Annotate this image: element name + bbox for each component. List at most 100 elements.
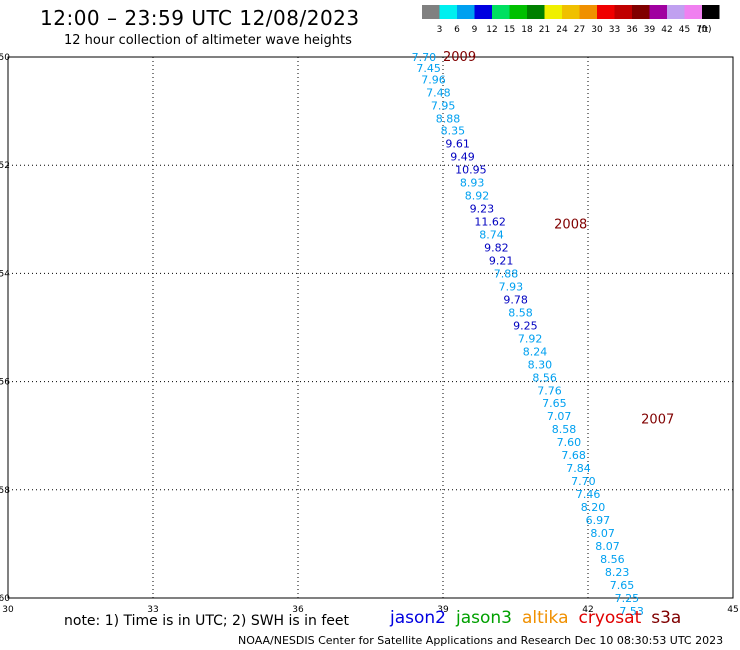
- x-tick-label: 30: [2, 605, 14, 615]
- wave-height-value: 9.21: [489, 254, 513, 267]
- legend-label: 70: [696, 25, 708, 35]
- wave-height-value: 8.30: [528, 358, 553, 371]
- wave-height-value: 8.23: [605, 566, 630, 579]
- legend-swatch: [702, 5, 720, 19]
- footer-note: note: 1) Time is in UTC; 2) SWH is in fe…: [64, 613, 350, 629]
- wave-height-value: 7.84: [566, 462, 591, 475]
- wave-height-value: 8.92: [465, 189, 490, 202]
- wave-height-value: 9.49: [450, 151, 475, 164]
- y-tick-label: -58: [0, 486, 10, 496]
- wave-height-value: 7.96: [421, 74, 446, 87]
- legend-swatch: [667, 5, 685, 19]
- wave-height-value: 7.70: [412, 51, 437, 64]
- legend-label: 21: [539, 25, 550, 35]
- legend-swatch: [649, 5, 667, 19]
- legend-label: 30: [591, 25, 603, 35]
- wave-height-value: 7.93: [499, 280, 524, 293]
- satellite-altika: altika: [522, 608, 569, 628]
- satellite-jason3: jason3: [456, 608, 512, 628]
- wave-height-value: 8.56: [600, 553, 625, 566]
- satellite-cryosat: cryosat: [578, 608, 642, 628]
- wave-height-value: 8.93: [460, 177, 485, 190]
- legend-swatch: [457, 5, 475, 19]
- legend-swatch: [439, 5, 457, 19]
- wave-height-value: 7.68: [561, 449, 586, 462]
- x-tick-label: 42: [582, 605, 593, 615]
- y-tick-label: -60: [0, 594, 10, 604]
- map-subtitle: 12 hour collection of altimeter wave hei…: [64, 33, 352, 48]
- wave-height-color-legend: 3 6 9 12 15 18 21 24 27 30 33 36 39 42 45 70(ft): [422, 5, 720, 35]
- wave-height-value: 8.35: [441, 125, 466, 138]
- legend-swatch: [632, 5, 650, 19]
- legend-label: 24: [556, 25, 568, 35]
- wave-height-value: 7.88: [494, 267, 519, 280]
- footer-credit: NOAA/NESDIS Center for Satellite Applica…: [238, 634, 724, 647]
- wave-height-value: 10.95: [455, 164, 487, 177]
- legend-swatch: [422, 5, 440, 19]
- legend-label: 45: [679, 25, 690, 35]
- wave-height-value: 8.88: [436, 113, 461, 126]
- legend-label: 42: [661, 25, 672, 35]
- wave-height-value: 7.60: [557, 436, 582, 449]
- x-tick-label: 39: [437, 605, 449, 615]
- time-label: 2007: [641, 412, 674, 427]
- legend-swatch: [474, 5, 492, 19]
- satellite-legend: jason2 jason3 altika cryosat s3a: [390, 608, 691, 628]
- satellite-s3a: s3a: [651, 608, 682, 628]
- map-title: 12:00 – 23:59 UTC 12/08/2023: [40, 6, 360, 30]
- wave-height-value: 7.53: [619, 605, 644, 618]
- legend-units: (ft): [698, 25, 712, 35]
- wave-height-value: 7.95: [431, 100, 456, 113]
- legend-swatch: [614, 5, 632, 19]
- legend-label: 3: [437, 25, 443, 35]
- satellite-jason2: jason2: [390, 608, 446, 628]
- legend-label: 15: [504, 25, 515, 35]
- legend-label: 33: [609, 25, 620, 35]
- y-tick-label: -54: [0, 269, 10, 279]
- legend-label: 18: [521, 25, 533, 35]
- legend-label: 39: [644, 25, 656, 35]
- legend-swatch: [544, 5, 562, 19]
- wave-height-value: 7.45: [416, 62, 441, 75]
- legend-swatch: [492, 5, 510, 19]
- wave-height-value: 9.82: [484, 241, 509, 254]
- wave-height-value: 9.78: [503, 293, 527, 306]
- wave-height-value: 8.20: [581, 501, 606, 514]
- wave-height-value: 8.56: [532, 371, 557, 384]
- wave-height-value: 7.46: [576, 488, 601, 501]
- time-label: 2009: [443, 50, 476, 65]
- legend-label: 36: [626, 25, 638, 35]
- legend-label: 6: [454, 25, 460, 35]
- wave-height-value: 9.61: [445, 138, 470, 151]
- wave-height-value: 8.07: [595, 540, 620, 553]
- wave-height-value: 7.07: [547, 410, 572, 423]
- legend-swatch: [527, 5, 545, 19]
- legend-swatch: [562, 5, 580, 19]
- wave-height-value: 9.23: [470, 202, 495, 215]
- x-tick-label: 45: [727, 605, 738, 615]
- wave-height-value: 7.25: [615, 592, 640, 605]
- wave-height-value: 7.48: [426, 87, 451, 100]
- legend-swatch: [597, 5, 615, 19]
- wave-height-value: 7.65: [542, 397, 567, 410]
- legend-label: 9: [472, 25, 478, 35]
- legend-label: 27: [574, 25, 585, 35]
- legend-label: 12: [486, 25, 497, 35]
- wave-height-value: 8.74: [479, 228, 504, 241]
- plot-frame: [7, 56, 734, 599]
- wave-height-value: 7.70: [571, 475, 596, 488]
- y-tick-label: -56: [0, 378, 10, 388]
- wave-height-value: 8.24: [523, 345, 548, 358]
- y-tick-label: -52: [0, 161, 10, 171]
- wave-height-value: 7.76: [537, 384, 562, 397]
- legend-swatch: [579, 5, 597, 19]
- wave-height-value: 7.92: [518, 332, 543, 345]
- time-label: 2008: [554, 218, 587, 233]
- x-tick-label: 33: [147, 605, 158, 615]
- wave-height-value: 8.58: [508, 306, 533, 319]
- wave-height-value: 7.65: [610, 579, 635, 592]
- wave-height-value: 9.25: [513, 319, 538, 332]
- x-tick-label: 36: [292, 605, 304, 615]
- legend-swatch: [509, 5, 527, 19]
